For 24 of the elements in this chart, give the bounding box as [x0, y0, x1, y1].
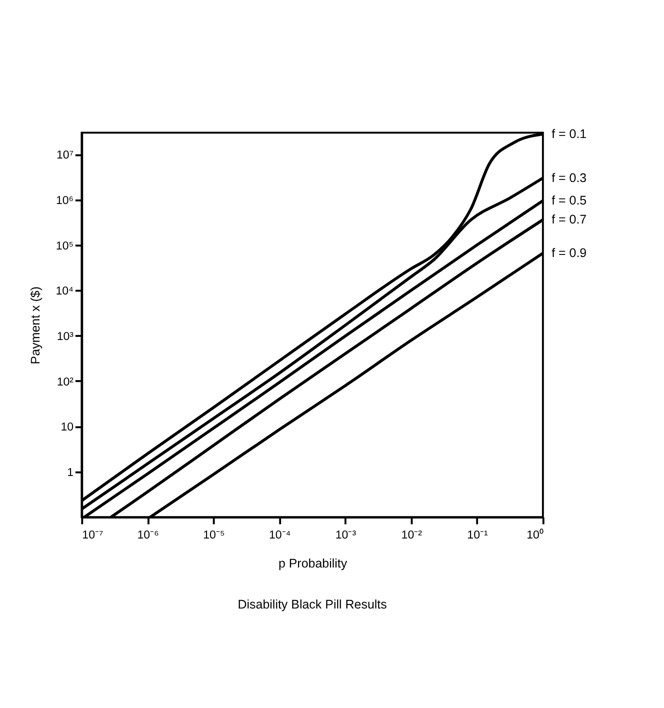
y-tick-label: 10⁴ — [56, 286, 74, 298]
x-tick-label: 10⁰ — [526, 528, 544, 542]
x-tick-label: 10⁻¹ — [467, 530, 488, 542]
y-tick-label: 1 — [67, 467, 74, 480]
series-label: f = 0.9 — [552, 246, 587, 260]
series-label: f = 0.1 — [552, 126, 587, 141]
text: Disability Black Pill Results — [238, 597, 387, 612]
y-tick-label: 10 — [60, 422, 74, 434]
series-label: f = 0.5 — [552, 194, 587, 208]
x-tick-label: 10⁻³ — [335, 530, 356, 542]
y-tick-label: 10⁷ — [56, 150, 74, 162]
x-tick-label: 10⁻⁴ — [268, 530, 291, 542]
y-tick-label: 10² — [56, 376, 74, 388]
y-tick-label: 10⁶ — [56, 194, 74, 207]
x-axis-title: p Probability — [278, 556, 348, 570]
x-tick-label: 10⁻⁷ — [82, 530, 104, 542]
y-tick-label: 10³ — [56, 331, 74, 344]
y-axis-title: Payment x ($) — [28, 286, 42, 364]
x-tick-label: 10⁻⁶ — [137, 530, 160, 542]
x-tick-label: 10⁻⁵ — [203, 530, 225, 542]
series-label: f = 0.3 — [552, 170, 587, 185]
x-tick-label: 10⁻² — [401, 530, 422, 542]
series-label: f = 0.7 — [552, 212, 587, 227]
y-tick-label: 10⁵ — [56, 240, 74, 252]
